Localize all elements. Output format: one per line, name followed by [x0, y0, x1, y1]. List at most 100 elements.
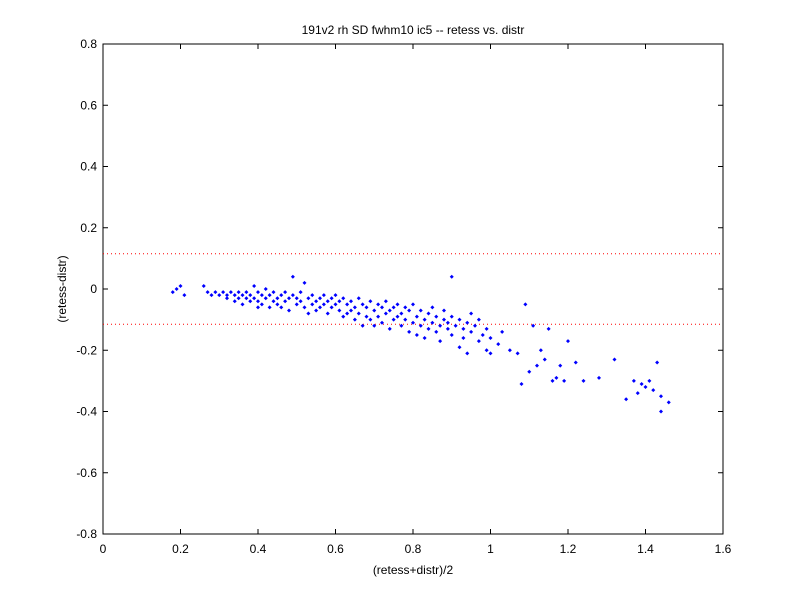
data-point: [597, 375, 601, 380]
data-point: [360, 302, 365, 307]
data-point: [321, 302, 326, 307]
data-point: [368, 317, 373, 322]
data-point: [318, 296, 322, 301]
data-point: [635, 391, 640, 396]
data-point: [442, 308, 446, 313]
data-point: [356, 311, 361, 316]
x-tick-label: 0.2: [172, 542, 189, 556]
data-point: [337, 299, 342, 304]
data-point: [294, 302, 299, 307]
data-point: [372, 308, 377, 313]
data-point: [480, 332, 485, 337]
data-point: [209, 293, 214, 298]
y-tick-label: 0.2: [80, 221, 97, 235]
reference-lines: [103, 253, 723, 325]
data-point: [554, 375, 559, 380]
data-point: [387, 308, 392, 313]
data-point: [232, 293, 237, 298]
data-point: [275, 296, 280, 301]
data-point: [655, 360, 660, 365]
data-point: [449, 314, 454, 319]
data-point: [236, 290, 241, 295]
data-point: [349, 308, 353, 313]
data-point: [461, 326, 466, 331]
data-point: [414, 332, 419, 337]
data-point: [449, 332, 454, 337]
data-point: [232, 299, 237, 304]
data-point: [469, 311, 474, 316]
data-point: [298, 299, 303, 304]
data-point: [418, 323, 423, 328]
data-point: [345, 311, 350, 316]
data-point: [434, 329, 439, 334]
data-point: [500, 329, 505, 334]
data-point: [275, 302, 280, 307]
data-points: [170, 274, 671, 414]
data-point: [488, 336, 493, 340]
x-tick-label: 0.6: [327, 542, 344, 556]
y-tick-label: 0: [90, 282, 97, 296]
data-point: [426, 326, 431, 331]
data-point: [612, 357, 617, 362]
data-point: [279, 293, 284, 298]
data-point: [221, 290, 226, 295]
data-point: [170, 290, 175, 295]
y-axis-ticks: -0.8 -0.6 -0.4 -0.2 0 0.2 0.4 0.6 0.8: [76, 37, 723, 541]
data-point: [426, 311, 431, 316]
data-point: [403, 317, 408, 322]
data-point: [298, 290, 303, 295]
data-point: [314, 299, 319, 304]
data-point: [345, 302, 350, 307]
data-point: [240, 293, 245, 298]
data-point: [279, 305, 284, 310]
data-point: [240, 302, 245, 307]
data-point: [550, 378, 555, 383]
data-point: [225, 296, 229, 301]
data-point: [310, 302, 315, 307]
data-point: [484, 348, 489, 353]
data-point: [252, 296, 257, 301]
data-point: [380, 305, 384, 310]
data-point: [263, 296, 268, 301]
data-point: [217, 293, 222, 298]
data-point: [290, 293, 295, 298]
data-point: [558, 363, 563, 368]
data-point: [178, 283, 183, 288]
data-point: [329, 305, 334, 310]
data-point: [244, 296, 249, 301]
data-point: [422, 317, 427, 322]
data-point: [465, 351, 470, 356]
data-point: [256, 305, 260, 310]
data-point: [527, 369, 532, 374]
data-point: [383, 299, 388, 304]
x-axis-label: (retess+distr)/2: [373, 563, 454, 577]
y-tick-label: -0.2: [76, 343, 97, 357]
data-point: [364, 305, 369, 310]
data-point: [314, 308, 319, 313]
data-point: [442, 317, 446, 322]
data-point: [457, 345, 462, 350]
data-point: [287, 308, 291, 313]
data-point: [531, 323, 536, 328]
data-point: [341, 296, 346, 301]
data-point: [566, 339, 570, 344]
y-tick-label: -0.4: [76, 405, 97, 419]
data-point: [248, 299, 253, 304]
data-point: [321, 293, 326, 298]
data-point: [294, 296, 299, 301]
data-point: [395, 302, 400, 307]
data-point: [256, 299, 260, 304]
data-point: [434, 314, 439, 319]
data-point: [248, 293, 253, 298]
data-point: [333, 302, 338, 307]
data-point: [403, 305, 408, 310]
data-point: [438, 339, 443, 344]
data-point: [624, 397, 629, 402]
y-axis-label: (retess-distr): [55, 255, 69, 322]
data-point: [581, 378, 586, 383]
data-point: [573, 360, 578, 365]
x-tick-label: 1.6: [715, 542, 732, 556]
x-axis-ticks: 0 0.2 0.4 0.6 0.8 1 1.2 1.4 1.6: [100, 44, 732, 556]
data-point: [484, 326, 489, 331]
